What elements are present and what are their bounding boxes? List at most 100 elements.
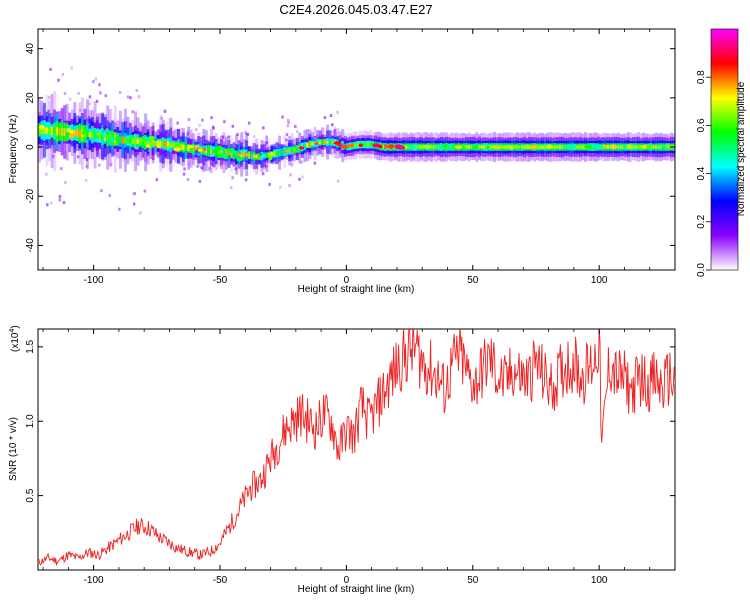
spectrogram-cell (43, 126, 46, 134)
spectrogram-cell (131, 138, 135, 144)
spectrogram-speckle (86, 144, 89, 148)
spectrogram-speckle (99, 91, 102, 95)
snr-y-tick-label: 1.5 (25, 339, 36, 353)
spectrogram-speckle (202, 163, 205, 167)
svg-text:(x104): (x104) (9, 325, 21, 352)
spectrogram-cell (171, 142, 175, 148)
spectrogram-cell (278, 150, 282, 155)
spectrogram-speckle (231, 124, 235, 128)
spectrogram-cell (326, 140, 330, 144)
spectrogram-peak (216, 145, 223, 149)
spectrogram-speckle (262, 126, 265, 130)
spectrogram-cell (639, 145, 643, 149)
spectrogram-cell (257, 154, 261, 159)
spectrogram-peak (509, 145, 515, 150)
spectrogram-speckle (61, 72, 65, 76)
spectrogram-cell (38, 125, 41, 134)
spectrogram-speckle (77, 91, 80, 95)
spectrogram-speckle (203, 147, 207, 151)
spectrogram-speckle (143, 189, 147, 193)
spectrogram-speckle (166, 152, 170, 156)
spectrogram-speckle (186, 133, 189, 137)
spectrogram-peak (454, 145, 463, 149)
spectrogram-cell (361, 142, 365, 147)
colorbar-label: Normalized spectral amplitude (736, 81, 747, 216)
spectrogram-peak (81, 130, 87, 136)
spectrogram-speckle (62, 201, 66, 205)
spectrogram-speckle (244, 131, 247, 135)
spectrogram-speckle (244, 178, 248, 182)
spectrogram-speckle (210, 116, 213, 120)
spectrogram-speckle (96, 153, 99, 157)
spectrogram-speckle (194, 128, 198, 132)
spectrogram-cell (467, 145, 471, 149)
snr-multiplier-exp: 4 (9, 329, 16, 333)
spectrogram-speckle (285, 133, 289, 137)
spectrogram-peak (388, 144, 395, 149)
spectrogram-cell (78, 129, 82, 137)
spectrogram-cell (134, 138, 137, 145)
spectrogram-speckle (329, 113, 333, 117)
spectrogram-peak (197, 148, 203, 152)
snr-x-tick-label: 50 (467, 575, 479, 586)
spectrogram-speckle (100, 189, 103, 193)
spectrogram-speckle (198, 123, 201, 127)
spectrogram-cell (308, 142, 312, 147)
spectrogram-speckle (294, 124, 297, 128)
spectrogram-y-tick-label: 40 (25, 43, 36, 55)
spectrogram-speckle (118, 90, 122, 94)
spectrogram-cell (404, 145, 408, 149)
spectrogram-speckle (132, 192, 135, 196)
snr-panel: -100 -50 0 50 100 0.5 1.0 1.5 Height of straigh… (8, 325, 676, 595)
spectrogram-speckle (261, 157, 264, 161)
spectrogram-speckle (118, 207, 121, 211)
spectrogram-cell (214, 148, 218, 155)
spectrogram-cell (227, 151, 231, 157)
spectrogram-peak (193, 144, 200, 148)
spectrogram-cell (273, 151, 277, 156)
spectrogram-y-tick-label: 20 (25, 92, 36, 104)
spectrogram-speckle (210, 140, 214, 144)
spectrogram-cell (318, 140, 322, 144)
spectrogram-peak (622, 145, 627, 149)
spectrogram-cell (255, 155, 259, 159)
spectrogram-cell (242, 152, 246, 157)
spectrogram-speckle (296, 130, 299, 134)
colorbar-tick-label: 0.8 (696, 70, 707, 84)
snr-y-tick-label: 1.0 (25, 414, 36, 428)
spectrogram-speckle (313, 137, 316, 141)
spectrogram-speckle (87, 116, 91, 120)
spectrogram-cell (407, 145, 410, 149)
spectrogram-peak (148, 142, 157, 147)
spectrogram-cell (275, 151, 279, 156)
spectrogram-speckle (60, 167, 63, 171)
spectrogram-speckle (98, 83, 101, 87)
spectrogram-cell (606, 145, 610, 149)
spectrogram-cell (265, 153, 269, 158)
spectrogram-cell (207, 148, 211, 154)
spectrogram-frame (37, 28, 676, 271)
spectrogram-cell (189, 146, 193, 152)
spectrogram-cell (293, 148, 297, 152)
spectrogram-cell (543, 145, 547, 149)
spectrogram-speckle (137, 95, 141, 99)
spectrogram-speckle (47, 109, 50, 113)
spectrogram-cell (247, 153, 251, 157)
spectrogram-peak (662, 145, 669, 149)
spectrogram-peak (546, 144, 553, 150)
spectrogram-cell (429, 145, 433, 149)
spectrogram-cell (558, 145, 562, 149)
spectrogram-peak (524, 144, 532, 150)
spectrogram-speckle (153, 147, 157, 151)
spectrogram-cell (465, 145, 469, 149)
spectrogram-speckle (155, 131, 158, 135)
spectrogram-peak (485, 145, 491, 149)
spectrogram-speckle (301, 175, 304, 179)
spectrogram-cell (505, 145, 509, 149)
spectrogram-cell (86, 130, 89, 138)
spectrogram-speckle (139, 211, 142, 215)
spectrogram-cell (209, 148, 213, 154)
spectrogram-x-tick-label: -100 (84, 275, 104, 286)
spectrogram-speckle (182, 172, 186, 176)
spectrogram-x-tick-label: 50 (467, 275, 479, 286)
